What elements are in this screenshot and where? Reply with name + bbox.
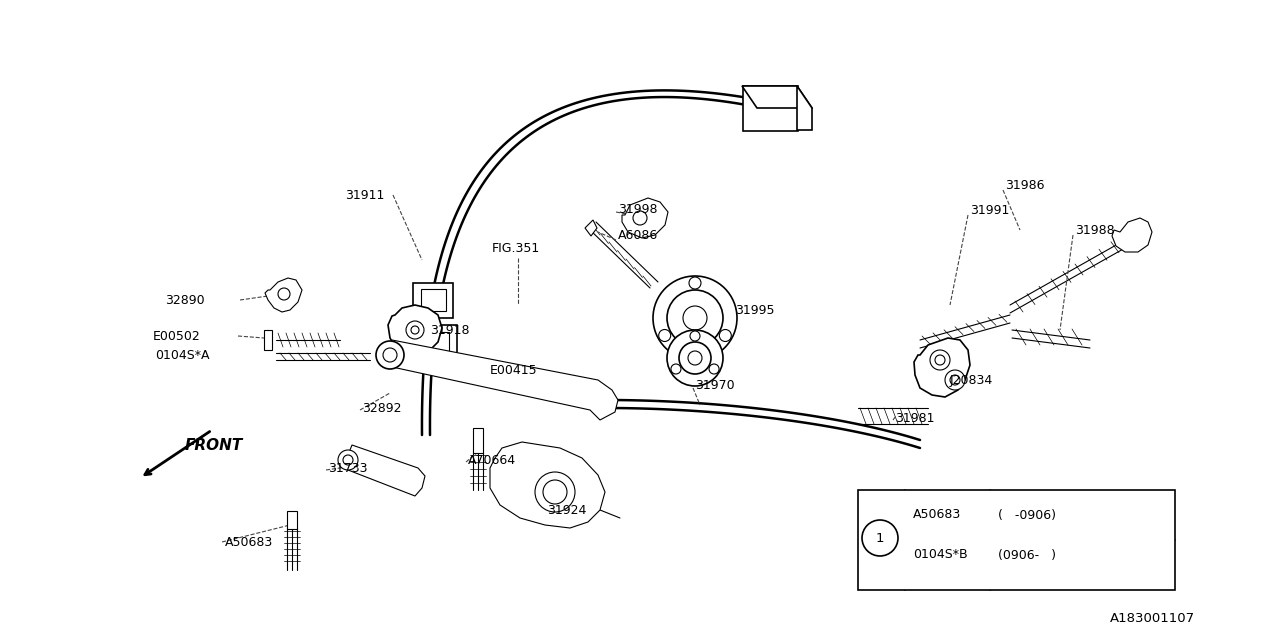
Text: 31991: 31991 <box>970 204 1010 216</box>
Text: 0104S*B: 0104S*B <box>913 548 968 561</box>
Bar <box>742 86 797 131</box>
Circle shape <box>653 276 737 360</box>
Text: A70664: A70664 <box>468 454 516 467</box>
Text: 32892: 32892 <box>362 401 402 415</box>
Polygon shape <box>914 338 970 397</box>
Circle shape <box>667 330 723 386</box>
Circle shape <box>684 306 707 330</box>
Polygon shape <box>265 278 302 312</box>
Circle shape <box>671 364 681 374</box>
Text: 31988: 31988 <box>1075 223 1115 237</box>
Bar <box>417 332 449 358</box>
Text: FRONT: FRONT <box>186 438 243 452</box>
Circle shape <box>934 355 945 365</box>
Circle shape <box>411 326 419 334</box>
Circle shape <box>950 375 960 385</box>
Text: 31998: 31998 <box>618 202 658 216</box>
Polygon shape <box>797 86 812 130</box>
Text: J20834: J20834 <box>950 374 993 387</box>
Circle shape <box>689 277 701 289</box>
Circle shape <box>406 321 424 339</box>
Polygon shape <box>388 305 442 355</box>
Circle shape <box>343 455 353 465</box>
Circle shape <box>667 290 723 346</box>
Circle shape <box>338 450 358 470</box>
Bar <box>413 282 453 317</box>
Circle shape <box>383 348 397 362</box>
Bar <box>264 330 273 350</box>
Text: A6086: A6086 <box>618 228 658 241</box>
Polygon shape <box>585 220 596 236</box>
Text: 31986: 31986 <box>1005 179 1044 191</box>
Polygon shape <box>622 198 668 238</box>
Bar <box>410 325 457 365</box>
Text: (0906-   ): (0906- ) <box>998 548 1056 561</box>
Circle shape <box>678 342 710 374</box>
Circle shape <box>719 330 731 342</box>
Polygon shape <box>340 445 425 496</box>
Circle shape <box>689 351 701 365</box>
Circle shape <box>278 288 291 300</box>
Text: A183001107: A183001107 <box>1110 611 1196 625</box>
Circle shape <box>690 331 700 341</box>
Circle shape <box>535 472 575 512</box>
Bar <box>474 428 483 452</box>
Circle shape <box>861 520 899 556</box>
Bar <box>287 511 297 529</box>
Bar <box>858 490 1175 590</box>
Text: 1: 1 <box>876 531 884 545</box>
Bar <box>421 289 445 311</box>
Text: 31995: 31995 <box>735 303 774 317</box>
Circle shape <box>376 341 404 369</box>
Circle shape <box>931 350 950 370</box>
Text: FIG.351: FIG.351 <box>492 241 540 255</box>
Text: E00502: E00502 <box>154 330 201 342</box>
Text: 31924: 31924 <box>547 504 586 516</box>
Text: A50683: A50683 <box>225 536 273 550</box>
Text: A50683: A50683 <box>913 509 961 522</box>
Text: 31918: 31918 <box>430 323 470 337</box>
Polygon shape <box>383 340 618 420</box>
Text: 31981: 31981 <box>895 412 934 424</box>
Text: (   -0906): ( -0906) <box>998 509 1056 522</box>
Circle shape <box>945 370 965 390</box>
Text: 31970: 31970 <box>695 378 735 392</box>
Text: 0104S*A: 0104S*A <box>155 349 210 362</box>
Circle shape <box>634 211 646 225</box>
Polygon shape <box>1112 218 1152 252</box>
Circle shape <box>659 330 671 342</box>
Text: 32890: 32890 <box>165 294 205 307</box>
Circle shape <box>709 364 719 374</box>
Polygon shape <box>742 86 812 108</box>
Text: 31911: 31911 <box>346 189 384 202</box>
Text: E00415: E00415 <box>490 364 538 376</box>
Circle shape <box>543 480 567 504</box>
Polygon shape <box>490 442 605 528</box>
Text: 31733: 31733 <box>328 461 367 474</box>
